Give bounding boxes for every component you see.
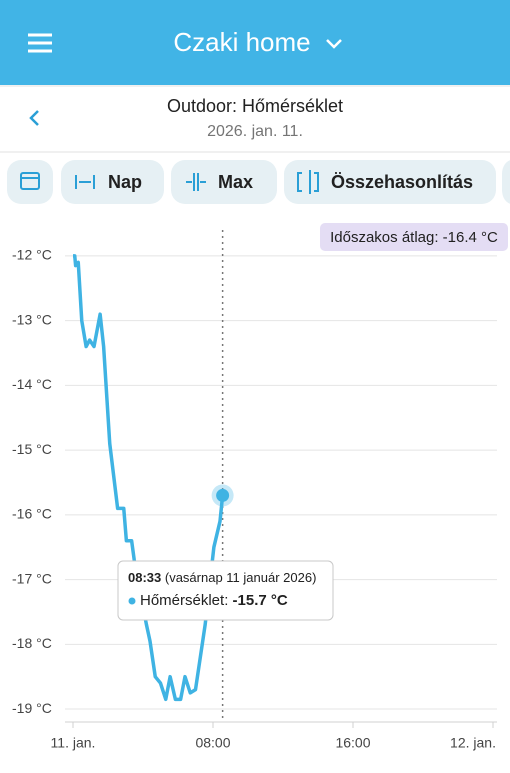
tooltip-header: 08:33 (vasárnap 11 január 2026) [128,570,316,585]
x-tick-label: 11. jan. [51,735,96,751]
y-tick-label: -18 °C [12,635,52,651]
y-tick-label: -17 °C [12,570,52,586]
y-tick-label: -14 °C [12,376,52,392]
max-button[interactable] [171,160,277,204]
x-tick-label: 08:00 [195,735,230,751]
button-label: Összehasonlítás [331,172,473,192]
active-point [216,488,230,502]
y-tick-label: -19 °C [12,700,52,716]
button-label: Max [218,172,253,192]
date-label: 2026. jan. 11. [207,123,303,140]
tooltip: 08:33 (vasárnap 11 január 2026) Hőmérsék… [117,560,334,621]
y-tick-label: -15 °C [12,441,52,457]
menu-button[interactable] [28,33,52,53]
x-tick-label: 16:00 [335,735,370,751]
plot: -19 °C -18 °C -17 °C -16 °C -15 °C -14 °C -13 … [12,230,497,751]
tooltip-value: Hőmérséklet: -15.7 °C [140,592,288,609]
entity-title: Outdoor: Hőmérséklet [167,96,343,116]
average-badge [320,223,508,251]
date-picker-button[interactable] [7,160,53,204]
x-tick-label: 12. jan. [450,735,496,751]
day-button[interactable] [61,160,164,204]
app-title[interactable]: Czaki home [173,27,310,57]
compare-button[interactable] [284,160,496,204]
back-button[interactable] [29,110,39,126]
line-series [73,254,225,702]
button-label: Nap [108,172,142,192]
y-tick-label: -12 °C [12,247,52,263]
y-tick-label: -13 °C [12,311,52,327]
app-bar [0,0,510,85]
average-label: Időszakos átlag: -16.4 °C [330,229,498,246]
more-button[interactable] [502,160,510,204]
dropdown-icon[interactable] [326,39,342,49]
y-tick-label: -16 °C [12,506,52,522]
